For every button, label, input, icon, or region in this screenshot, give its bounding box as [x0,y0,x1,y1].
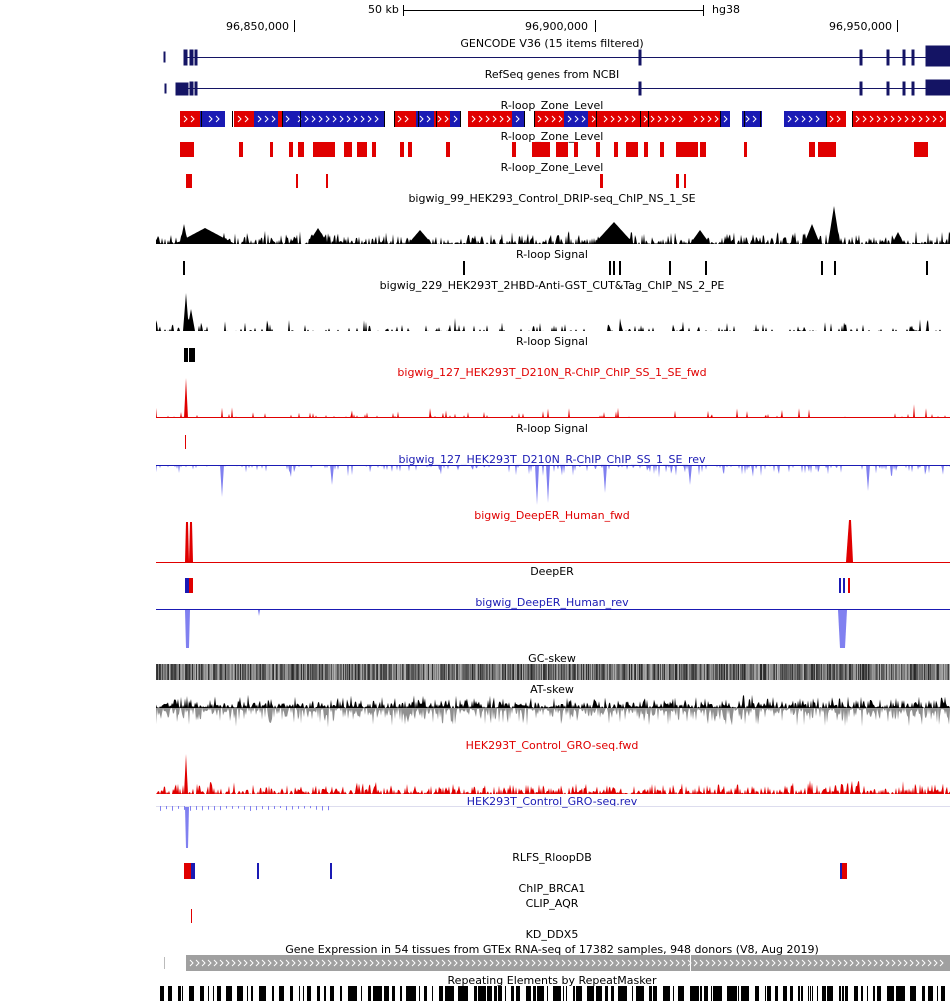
gro-seq-fwd-signal[interactable] [156,754,950,794]
gencode-gene-model[interactable] [163,45,950,67]
chip-brca1-track[interactable] [191,909,192,923]
track-label-drip[interactable]: bigwig_99_HEK293_Control_DRIP-seq_ChIP_N… [408,192,696,205]
scale-bar [403,5,704,16]
track-label-rmsk[interactable]: Repeating Elements by RepeatMasker [447,974,657,987]
scale-bar-label: 50 kb [368,3,399,16]
track-label-at-skew[interactable]: AT-skew [530,683,574,696]
position-label: 96,950,000 [829,20,892,33]
rchip-rev-signal[interactable] [156,465,950,505]
repeatmasker-track[interactable] [160,986,945,1001]
deeper-fwd-signal[interactable] [156,520,950,563]
track-label-deeper-fwd[interactable]: bigwig_DeepER_Human_fwd [474,509,630,522]
track-label-deeper-rev[interactable]: bigwig_DeepER_Human_rev [475,596,629,609]
rloop-zone-level-track-3[interactable] [186,174,686,188]
refseq-gene-model[interactable] [164,79,950,96]
track-label-gtex[interactable]: Gene Expression in 54 tissues from GTEx … [285,943,819,956]
deeper-rev-signal[interactable] [156,609,950,648]
rloop-zone-level-track-2[interactable] [180,142,928,157]
cuttag-signal[interactable] [156,293,950,331]
track-label-gencode[interactable]: GENCODE V36 (15 items filtered) [460,37,644,50]
assembly-label: hg38 [712,3,740,16]
track-label-rlfs[interactable]: RLFS_RloopDB [512,851,592,864]
track-label-rloop-signal[interactable]: R-loop Signal [516,335,588,348]
track-label-rloop-signal[interactable]: R-loop Signal [516,422,588,435]
at-skew-track[interactable] [156,694,950,728]
track-label-rloop-zone[interactable]: R-loop_Zone_Level [500,161,604,174]
track-label-rchip-fwd[interactable]: bigwig_127_HEK293T_D210N_R-ChIP_ChIP_SS_… [397,366,707,379]
track-label-chip-brca1[interactable]: ChIP_BRCA1 [518,882,586,895]
track-label-rchip-rev[interactable]: bigwig_127_HEK293T_D210N_R-ChIP_ChIP_SS_… [398,453,706,466]
rloop-signal-track-2[interactable] [184,348,195,362]
gc-skew-track[interactable] [156,664,950,680]
rlfs-track[interactable] [184,863,847,879]
track-label-gro-rev[interactable]: HEK293T_Control_GRO-seq.rev [466,795,638,808]
track-label-rloop-zone[interactable]: R-loop_Zone_Level [500,99,604,112]
position-label: 96,900,000 [525,20,588,33]
rloop-zone-level-track-1[interactable] [180,111,946,127]
track-label-cuttag[interactable]: bigwig_229_HEK293T_2HBD-Anti-GST_CUT&Tag… [379,279,725,292]
track-label-rloop-zone[interactable]: R-loop_Zone_Level [500,130,604,143]
drip-seq-signal[interactable] [156,206,950,244]
rloop-signal-track-3[interactable] [185,435,186,449]
rchip-fwd-signal[interactable] [156,378,950,418]
position-ticks [294,20,898,32]
track-label-deeper[interactable]: DeepER [530,565,574,578]
deeper-track[interactable] [185,578,850,593]
track-label-rloop-signal[interactable]: R-loop Signal [516,248,588,261]
track-label-clip-aqr[interactable]: CLIP_AQR [525,897,579,910]
track-label-refseq[interactable]: RefSeq genes from NCBI [484,68,620,81]
track-label-gro-fwd[interactable]: HEK293T_Control_GRO-seq.fwd [465,739,639,752]
gtex-track[interactable] [164,955,950,971]
gro-seq-rev-signal[interactable] [156,806,950,848]
rloop-signal-track-1[interactable] [183,261,928,275]
position-label: 96,850,000 [226,20,289,33]
track-label-kd-ddx5[interactable]: KD_DDX5 [525,928,579,941]
track-label-gc-skew[interactable]: GC-skew [528,652,576,665]
